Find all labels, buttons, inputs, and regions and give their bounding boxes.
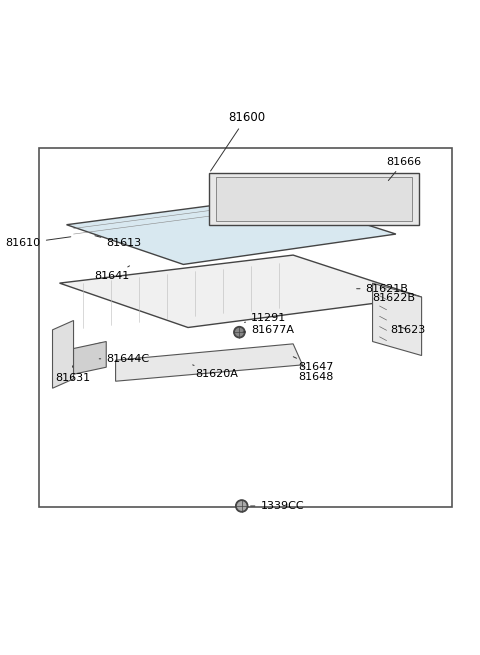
Circle shape (238, 502, 246, 510)
Text: 81613: 81613 (95, 236, 142, 248)
Text: 81600: 81600 (211, 111, 265, 171)
Text: 81666: 81666 (386, 157, 422, 181)
Text: 81622B: 81622B (372, 293, 416, 303)
Text: 81631: 81631 (55, 365, 90, 383)
Text: 81677A: 81677A (243, 325, 294, 335)
Text: 81621B: 81621B (357, 284, 408, 293)
Text: 81647: 81647 (293, 357, 333, 372)
Text: 81610: 81610 (6, 236, 71, 248)
Text: 81620A: 81620A (192, 365, 238, 379)
Polygon shape (372, 283, 421, 356)
Text: 81641: 81641 (95, 266, 130, 281)
FancyBboxPatch shape (38, 147, 452, 508)
Circle shape (236, 328, 243, 336)
Polygon shape (52, 320, 73, 388)
Polygon shape (67, 196, 396, 265)
Polygon shape (73, 341, 106, 374)
Text: 1339CC: 1339CC (251, 501, 304, 511)
Text: 81648: 81648 (298, 364, 333, 382)
Polygon shape (60, 255, 421, 328)
Circle shape (234, 327, 245, 338)
Text: 81623: 81623 (390, 325, 426, 335)
Polygon shape (216, 177, 412, 221)
Polygon shape (116, 344, 302, 381)
Circle shape (236, 500, 248, 512)
Text: 81644C: 81644C (99, 354, 149, 364)
Polygon shape (209, 174, 419, 225)
Text: 11291: 11291 (244, 313, 287, 323)
